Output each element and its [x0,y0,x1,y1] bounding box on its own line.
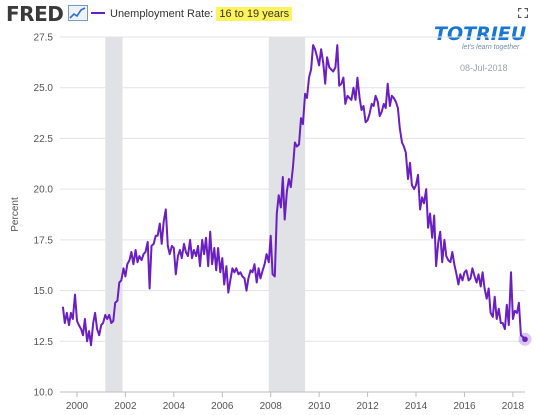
y-axis-title: Percent [10,197,21,232]
watermark-logo: TOTRIEU [434,23,527,44]
x-tick-label: 2000 [66,401,89,412]
legend-label: Unemployment Rate: [110,8,217,20]
recession-band [268,37,306,392]
fred-line-chart-icon [68,5,88,21]
x-tick-label: 2016 [453,401,476,412]
chart-date: 08-Jul-2018 [460,63,508,73]
y-tick-label: 25.0 [34,83,54,94]
x-tick-label: 2012 [356,401,379,412]
y-tick-label: 12.5 [34,337,54,348]
x-tick-label: 2002 [114,401,137,412]
legend-line-swatch [91,12,105,15]
x-tick-label: 2014 [405,401,428,412]
svg-text:TOTRIEU: TOTRIEU [434,23,527,44]
chart-header: FRED Unemployment Rate: 16 to 19 years [0,0,540,30]
fullscreen-icon[interactable] [518,8,528,18]
y-axis-ticks: 10.0 12.5 15.0 17.5 20.0 22.5 25.0 27.5 [34,33,54,399]
x-tick-label: 2008 [260,401,283,412]
legend: Unemployment Rate: 16 to 19 years [91,7,293,21]
x-tick-label: 2006 [211,401,234,412]
recession-bands [105,37,306,392]
x-tick-label: 2018 [502,401,525,412]
series-layer [61,44,532,347]
fred-logo: FRED [6,2,64,26]
y-tick-label: 15.0 [34,286,54,297]
x-tick-label: 2004 [163,401,186,412]
watermark-tagline: let's learn together [462,44,520,51]
last-point-marker [522,336,528,343]
y-tick-label: 20.0 [34,185,54,196]
y-tick-label: 10.0 [34,388,54,399]
recession-band [105,37,123,392]
legend-highlight: 16 to 19 years [216,7,293,21]
gridlines [60,36,525,393]
x-tick-label: 2010 [308,401,331,412]
y-tick-label: 17.5 [34,235,54,246]
y-tick-label: 27.5 [34,33,54,44]
y-tick-label: 22.5 [34,134,54,145]
x-axis-ticks: 2000 2002 2004 2006 2008 2010 2012 2014 2016 2018 [66,392,525,412]
series-line [61,44,526,347]
